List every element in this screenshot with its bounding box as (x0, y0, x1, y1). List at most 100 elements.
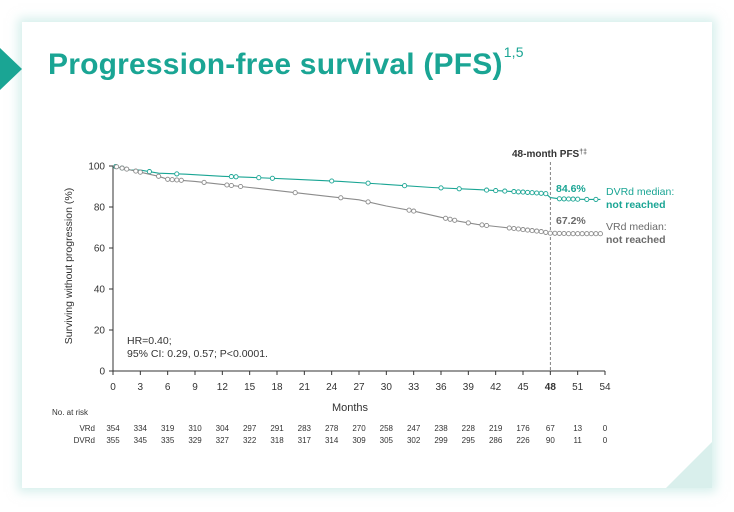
at-risk-value: 0 (603, 424, 608, 433)
vrd-censor-mark (534, 228, 540, 234)
x-tick-label: 6 (165, 382, 171, 393)
x-tick-label: 48 (545, 382, 557, 393)
vrd-censor-mark (124, 166, 130, 172)
vrd-censor-mark (511, 225, 517, 232)
at-risk-value: 355 (106, 436, 120, 445)
vrd-censor-mark (443, 215, 449, 221)
dvrd-censor-mark (593, 196, 599, 202)
x-tick-label: 42 (490, 382, 502, 393)
dvrd-censor-mark (534, 190, 540, 196)
vrd-censor-mark (238, 183, 244, 190)
dvrd-censor-mark (493, 188, 499, 194)
vrd-censor-mark (224, 182, 230, 188)
dvrd-censor-mark (520, 189, 526, 195)
at-risk-value: 319 (161, 424, 175, 433)
vrd-censor-mark (292, 190, 298, 196)
vrd-48m-value: 67.2% (556, 215, 586, 227)
slide-title-text: Progression-free survival (PFS) (48, 48, 503, 81)
x-tick-label: 45 (517, 382, 529, 393)
vrd-median-line2: not reached (606, 234, 666, 246)
arrow-marker-icon (0, 48, 22, 90)
vrd-censor-mark (520, 227, 526, 233)
pfs48-label-sup: †‡ (579, 149, 587, 156)
dvrd-median-line2: not reached (606, 199, 666, 211)
vrd-censor-mark (593, 231, 599, 237)
at-risk-value: 270 (352, 424, 366, 433)
dvrd-censor-mark (511, 189, 517, 195)
dvrd-censor-mark (584, 196, 590, 202)
vrd-censor-mark (228, 182, 234, 189)
at-risk-value: 310 (188, 424, 202, 433)
slide-title: Progression-free survival (PFS)1,5 (48, 44, 524, 82)
vrd-censor-mark (178, 177, 184, 183)
y-tick-label: 80 (94, 203, 106, 214)
dvrd-censor-mark (233, 174, 239, 180)
x-tick-label: 30 (381, 382, 393, 393)
x-tick-label: 33 (408, 382, 420, 393)
at-risk-value: 247 (407, 424, 421, 433)
dvrd-survival-curve (112, 165, 601, 200)
vrd-censor-mark (169, 177, 175, 183)
vrd-censor-mark (529, 228, 535, 234)
dvrd-censor-mark (538, 190, 544, 196)
at-risk-value: 327 (216, 436, 230, 445)
dvrd-censor-mark (502, 188, 508, 194)
dvrd-censor-mark (529, 190, 535, 196)
hazard-ratio-line1: HR=0.40; (127, 335, 172, 347)
dvrd-censor-mark (402, 183, 408, 189)
at-risk-value: 176 (516, 424, 530, 433)
vrd-censor-mark (338, 195, 344, 201)
at-risk-value: 238 (434, 424, 448, 433)
vrd-censor-mark (452, 217, 458, 223)
dvrd-censor-mark (329, 178, 335, 184)
card-corner-decoration (666, 442, 712, 488)
at-risk-value: 334 (134, 424, 148, 433)
chart-series (112, 164, 603, 237)
at-risk-value: 219 (489, 424, 503, 433)
at-risk-value: 318 (270, 436, 284, 445)
vrd-censor-mark (479, 222, 485, 228)
dvrd-censor-mark (515, 189, 521, 195)
vrd-censor-mark (552, 230, 558, 236)
at-risk-value: 278 (325, 424, 339, 433)
vrd-censor-mark (584, 231, 590, 237)
at-risk-value: 291 (270, 424, 284, 433)
vrd-censor-mark (588, 231, 594, 237)
at-risk-value: 67 (546, 424, 555, 433)
vrd-censor-mark (570, 231, 576, 237)
x-tick-label: 27 (353, 382, 365, 393)
vrd-censor-mark (575, 231, 581, 237)
x-tick-label: 36 (435, 382, 447, 393)
at-risk-label-dvrd: DVRd (74, 436, 95, 445)
at-risk-value: 322 (243, 436, 257, 445)
vrd-censor-mark (525, 227, 531, 233)
vrd-survival-curve (112, 165, 601, 235)
at-risk-table: 354 334 319 310 304 297 291 283 278 270 258 247 238 2… (106, 424, 607, 445)
slide-card (22, 22, 712, 488)
vrd-censor-mark (137, 169, 143, 175)
vrd-censor-mark (566, 231, 572, 237)
at-risk-value: 0 (603, 436, 608, 445)
vrd-censor-mark (201, 179, 207, 185)
at-risk-value: 295 (462, 436, 476, 445)
x-tick-label: 3 (138, 382, 144, 393)
vrd-censor-mark (506, 225, 512, 231)
pfs48-label-text: 48-month PFS (512, 149, 580, 160)
dvrd-censor-mark (269, 175, 275, 181)
vrd-censor-mark (484, 222, 490, 229)
at-risk-value: 317 (298, 436, 312, 445)
vrd-censor-mark (447, 216, 453, 222)
at-risk-value: 226 (516, 436, 530, 445)
at-risk-value: 297 (243, 424, 257, 433)
dvrd-censor-mark (543, 191, 549, 197)
vrd-censor-mark (561, 230, 567, 237)
at-risk-value: 286 (489, 436, 503, 445)
vrd-censor-mark (597, 231, 603, 237)
x-tick-label: 39 (463, 382, 475, 393)
at-risk-value: 309 (352, 436, 366, 445)
at-risk-value: 283 (298, 424, 312, 433)
vrd-censor-mark (156, 173, 162, 179)
dvrd-median-line1: DVRd median: (606, 186, 674, 198)
dvrd-censor-mark (174, 171, 180, 177)
